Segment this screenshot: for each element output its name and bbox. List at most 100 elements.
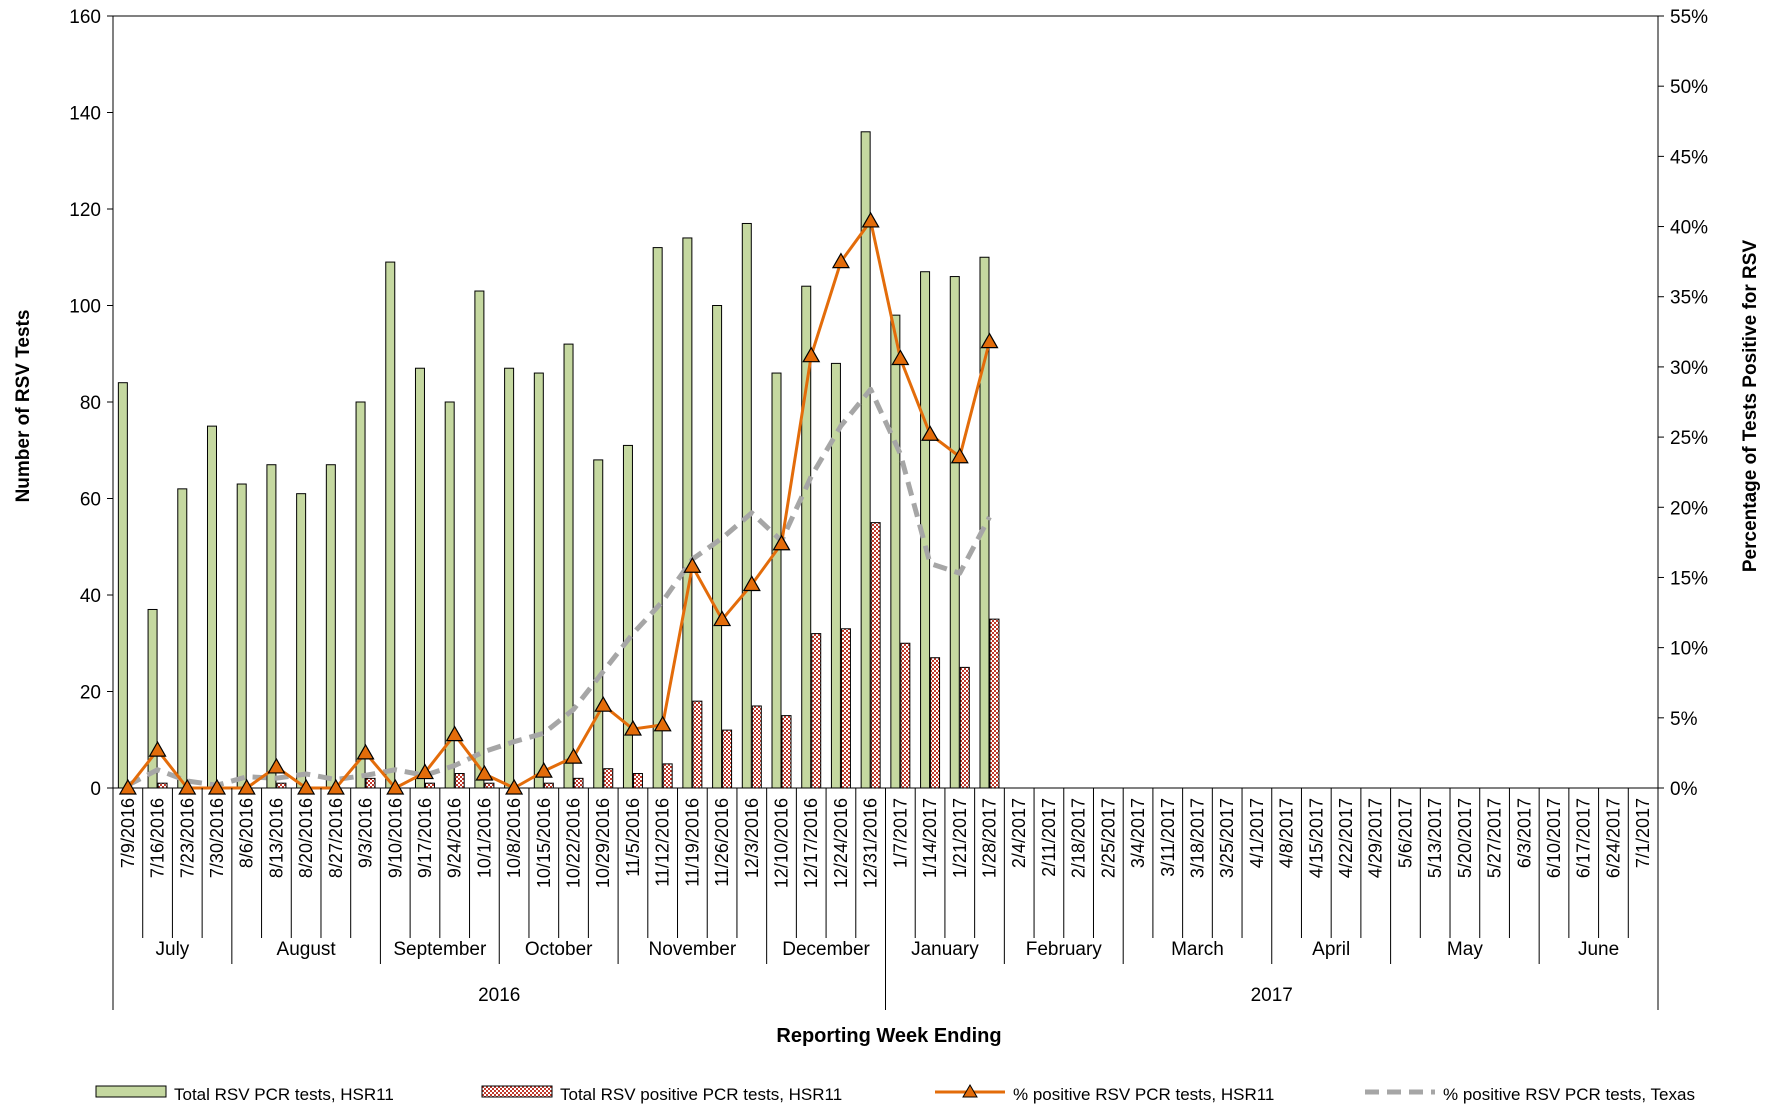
bar-total (355, 401, 366, 789)
y2-tick-label: 40% (1670, 218, 1708, 239)
bar-total (206, 425, 217, 789)
year-label: 2016 (478, 985, 520, 1006)
y-tick-label: 100 (69, 297, 101, 318)
y2-tick-label: 5% (1670, 709, 1698, 730)
marker-hsr11 (237, 778, 256, 795)
bar-total (741, 222, 752, 789)
marker-hsr11 (831, 252, 850, 269)
bar-positive (424, 782, 435, 789)
x-tick-label: 1/14/2017 (920, 798, 940, 878)
bar-total (563, 343, 574, 789)
bar-positive (930, 657, 941, 789)
x-tick-label: 10/22/2016 (564, 798, 584, 888)
legend-label: Total RSV positive PCR tests, HSR11 (560, 1085, 842, 1104)
x-tick-label: 4/1/2017 (1247, 798, 1267, 868)
y-axis-title: Number of RSV Tests (13, 310, 34, 503)
x-tick-label: 7/16/2016 (148, 798, 168, 878)
marker-hsr11 (356, 743, 375, 760)
month-label: October (525, 939, 593, 960)
y2-tick-label: 0% (1670, 779, 1698, 800)
legend-swatch-positive (481, 1085, 553, 1098)
marker-hsr11 (445, 725, 464, 742)
y-tick-label: 60 (80, 490, 101, 511)
bar-total (325, 464, 336, 789)
x-tick-label: 3/25/2017 (1217, 798, 1237, 878)
bar-total (771, 372, 782, 789)
marker-hsr11 (207, 778, 227, 795)
y2-tick-label: 50% (1670, 77, 1708, 98)
bar-positive (811, 633, 822, 789)
bar-positive (454, 773, 465, 789)
x-tick-label: 11/5/2016 (623, 798, 643, 877)
bar-total (890, 314, 901, 789)
bar-positive (781, 715, 792, 789)
x-tick-label: 8/6/2016 (237, 798, 257, 868)
legend-label: % positive RSV PCR tests, HSR11 (1013, 1085, 1274, 1104)
marker-hsr11 (802, 346, 821, 363)
marker-hsr11 (653, 715, 672, 732)
bar-total (860, 131, 871, 789)
bar-positive (276, 782, 287, 789)
x-tick-label: 10/1/2016 (474, 798, 494, 878)
marker-hsr11 (415, 763, 435, 780)
x-tick-label: 8/20/2016 (296, 798, 316, 878)
x-tick-label: 5/27/2017 (1485, 798, 1505, 878)
bar-positive (870, 522, 881, 789)
legend-label: Total RSV PCR tests, HSR11 (174, 1085, 394, 1104)
y-tick-label: 160 (69, 7, 101, 28)
y2-tick-label: 20% (1670, 498, 1708, 519)
marker-hsr11 (564, 747, 583, 764)
x-tick-label: 11/19/2016 (682, 798, 702, 887)
bar-positive (632, 773, 643, 789)
x-tick-label: 12/17/2016 (801, 798, 821, 888)
year-label: 2017 (1251, 985, 1293, 1006)
x-tick-label: 2/11/2017 (1039, 798, 1059, 877)
month-label: July (156, 939, 190, 960)
marker-hsr11 (475, 764, 494, 781)
plot-frame (112, 15, 1659, 789)
x-tick-label: 5/6/2017 (1395, 798, 1415, 868)
marker-hsr11 (386, 778, 405, 795)
bar-total (593, 459, 604, 789)
x-tick-label: 12/24/2016 (831, 798, 851, 888)
bar-total (652, 247, 663, 789)
x-tick-label: 1/28/2017 (979, 798, 999, 878)
legend-swatch-hsr11-marker (962, 1084, 978, 1098)
bar-positive (722, 729, 733, 789)
marker-hsr11 (891, 349, 910, 366)
x-tick-label: 11/26/2016 (712, 798, 732, 887)
y2-tick-label: 30% (1670, 358, 1708, 379)
bar-total (979, 256, 990, 789)
month-label: June (1578, 939, 1619, 960)
marker-hsr11 (118, 778, 137, 795)
y2-axis-title: Percentage of Tests Positive for RSV (1740, 240, 1761, 573)
x-tick-label: 2/18/2017 (1069, 798, 1089, 878)
x-tick-label: 10/29/2016 (593, 798, 613, 888)
x-tick-label: 8/13/2016 (266, 798, 286, 878)
month-label: August (277, 939, 337, 960)
x-tick-label: 2/25/2017 (1098, 798, 1118, 878)
x-tick-label: 3/4/2017 (1128, 798, 1148, 868)
bar-positive (989, 618, 1000, 789)
bar-positive (484, 782, 495, 789)
x-tick-label: 10/15/2016 (534, 798, 554, 888)
x-tick-label: 6/17/2017 (1574, 798, 1594, 878)
x-tick-label: 6/3/2017 (1514, 798, 1534, 868)
bar-total (622, 444, 633, 789)
x-tick-label: 12/10/2016 (772, 798, 792, 888)
bar-total (444, 401, 455, 789)
bar-total (385, 261, 396, 789)
x-tick-label: 4/22/2017 (1336, 798, 1356, 878)
x-tick-label: 1/21/2017 (950, 798, 970, 878)
y2-tick-label: 45% (1670, 147, 1708, 168)
x-tick-label: 7/23/2016 (177, 798, 197, 878)
bar-total (504, 367, 515, 789)
x-tick-label: 9/3/2016 (356, 798, 376, 868)
x-tick-label: 6/10/2017 (1544, 798, 1564, 878)
marker-hsr11 (297, 778, 316, 795)
y2-tick-label: 10% (1670, 639, 1708, 660)
bar-positive (365, 777, 376, 789)
x-tick-label: 5/13/2017 (1425, 798, 1445, 878)
